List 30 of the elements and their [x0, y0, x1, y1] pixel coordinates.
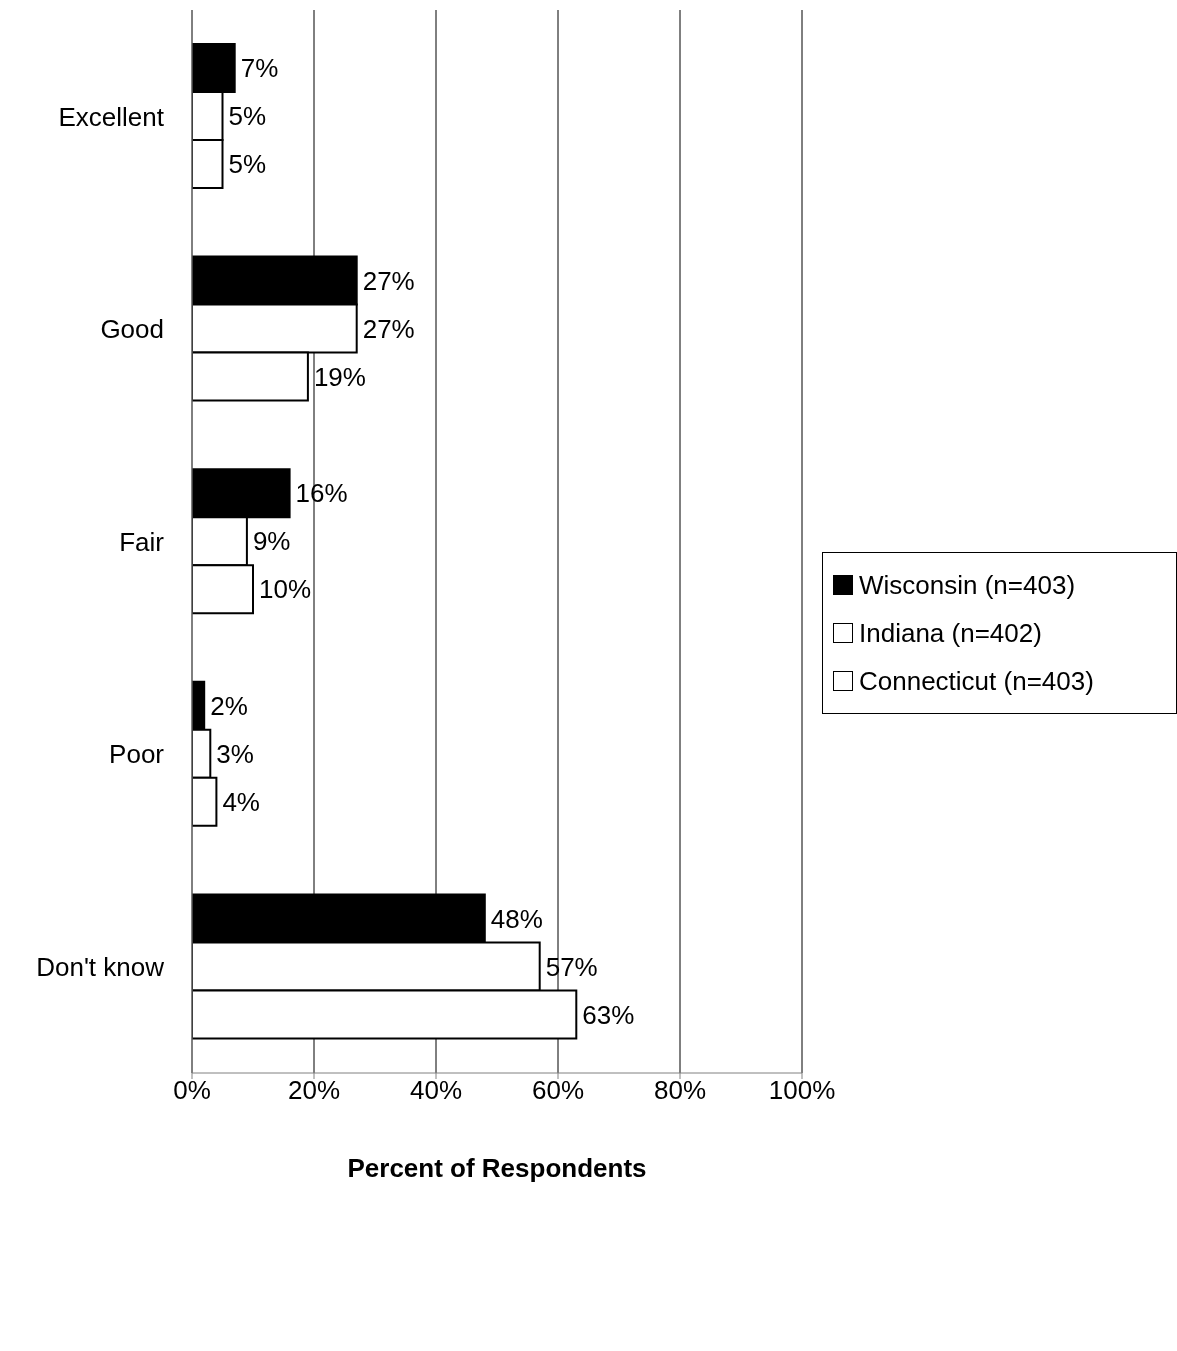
- data-label: 57%: [545, 951, 598, 982]
- y-tick-label: Don't know: [36, 951, 165, 982]
- data-label: 48%: [490, 903, 543, 934]
- x-tick-label: 40%: [409, 1075, 463, 1106]
- data-label: 27%: [362, 265, 415, 296]
- x-tick-label: 100%: [768, 1075, 836, 1106]
- x-axis-title: Percent of Respondents: [347, 1153, 647, 1183]
- data-label: 9%: [252, 526, 291, 557]
- y-tick-label: Good: [100, 314, 164, 345]
- data-label: 7%: [240, 53, 279, 84]
- y-tick-label: Excellent: [58, 101, 165, 132]
- x-tick-label: 80%: [653, 1075, 707, 1106]
- data-label: 27%: [362, 313, 415, 344]
- y-tick-label: Poor: [109, 739, 165, 770]
- data-label: 2%: [210, 691, 248, 722]
- legend-label: Indiana (n=402): [859, 617, 1042, 649]
- data-label: 10%: [259, 574, 312, 605]
- x-tick-label: 0%: [173, 1075, 211, 1106]
- data-label: 63%: [582, 999, 635, 1030]
- data-label: 5%: [228, 101, 267, 132]
- data-label: 5%: [228, 149, 267, 180]
- x-tick-label: 20%: [287, 1075, 341, 1106]
- data-label: 16%: [295, 478, 348, 509]
- data-label: 19%: [313, 361, 366, 392]
- data-label: 4%: [222, 787, 260, 818]
- y-tick-label: Fair: [119, 526, 165, 557]
- data-label: 3%: [216, 739, 254, 770]
- legend-label: Connecticut (n=403): [859, 665, 1094, 697]
- x-tick-label: 60%: [531, 1075, 585, 1106]
- legend-label: Wisconsin (n=403): [859, 569, 1076, 601]
